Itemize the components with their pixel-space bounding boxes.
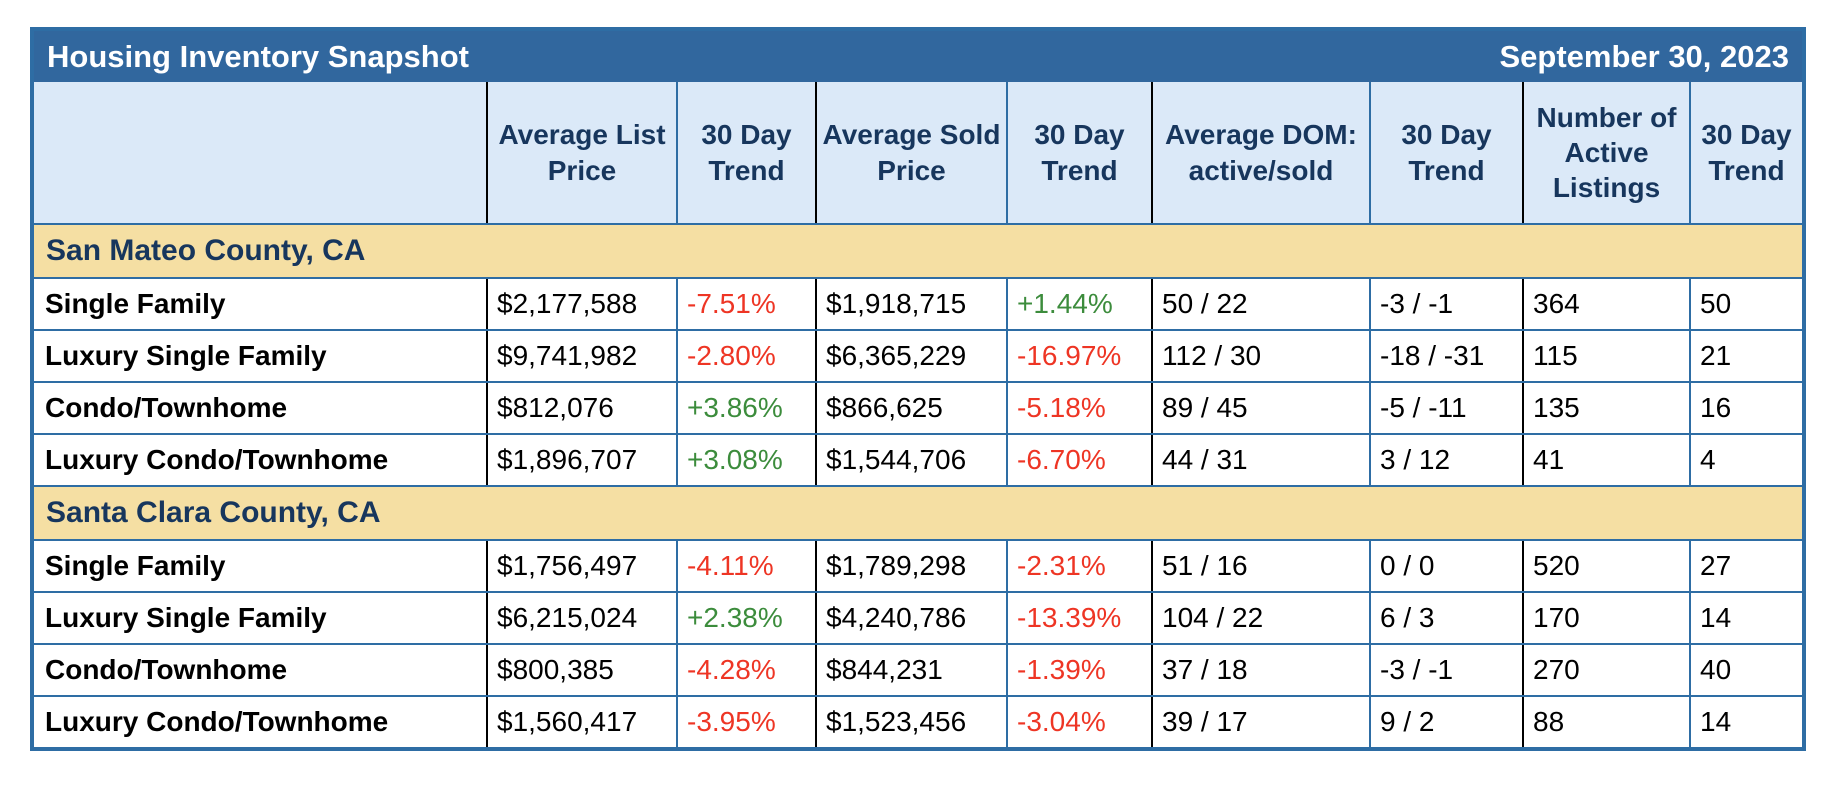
table-row: Condo/Townhome $812,076 +3.86% $866,625 … bbox=[34, 381, 1802, 433]
avg-dom-value: 104 / 22 bbox=[1151, 593, 1369, 643]
active-listings-value: 270 bbox=[1522, 645, 1689, 695]
active-listings-value: 170 bbox=[1522, 593, 1689, 643]
avg-sold-price-value: $4,240,786 bbox=[815, 593, 1006, 643]
active-listings-value: 364 bbox=[1522, 279, 1689, 329]
active-trend-value: 40 bbox=[1689, 645, 1802, 695]
sold-trend-value: +1.44% bbox=[1006, 279, 1151, 329]
header-sold-30day-trend: 30 Day Trend bbox=[1006, 82, 1151, 223]
avg-sold-price-value: $866,625 bbox=[815, 383, 1006, 433]
table-row: Luxury Condo/Townhome $1,560,417 -3.95% … bbox=[34, 695, 1802, 747]
table-row: Single Family $2,177,588 -7.51% $1,918,7… bbox=[34, 279, 1802, 329]
sold-trend-value: -13.39% bbox=[1006, 593, 1151, 643]
avg-sold-price-value: $1,523,456 bbox=[815, 697, 1006, 747]
row-label: Luxury Condo/Townhome bbox=[45, 706, 389, 737]
sold-trend-value: -1.39% bbox=[1006, 645, 1151, 695]
row-label: Single Family bbox=[45, 288, 226, 319]
active-trend-value: 27 bbox=[1689, 541, 1802, 591]
dom-trend-value: -18 / -31 bbox=[1369, 331, 1522, 381]
list-trend-value: +3.08% bbox=[676, 435, 815, 485]
active-trend-value: 4 bbox=[1689, 435, 1802, 485]
page-title: Housing Inventory Snapshot bbox=[47, 38, 469, 74]
header-dom-30day-trend: 30 Day Trend bbox=[1369, 82, 1522, 223]
avg-dom-value: 112 / 30 bbox=[1151, 331, 1369, 381]
header-active-listings: Number of Active Listings bbox=[1522, 82, 1689, 223]
row-label: Luxury Single Family bbox=[45, 602, 327, 633]
dom-trend-value: 9 / 2 bbox=[1369, 697, 1522, 747]
dom-trend-value: 6 / 3 bbox=[1369, 593, 1522, 643]
header-list-30day-trend: 30 Day Trend bbox=[676, 82, 815, 223]
dom-trend-value: 0 / 0 bbox=[1369, 541, 1522, 591]
row-label: Luxury Condo/Townhome bbox=[45, 444, 389, 475]
header-blank-cell bbox=[34, 82, 486, 223]
avg-sold-price-value: $1,544,706 bbox=[815, 435, 1006, 485]
dom-trend-value: -3 / -1 bbox=[1369, 645, 1522, 695]
table-row: Single Family $1,756,497 -4.11% $1,789,2… bbox=[34, 541, 1802, 591]
avg-dom-value: 44 / 31 bbox=[1151, 435, 1369, 485]
active-trend-value: 21 bbox=[1689, 331, 1802, 381]
avg-list-price-value: $9,741,982 bbox=[486, 331, 676, 381]
avg-sold-price-value: $844,231 bbox=[815, 645, 1006, 695]
list-trend-value: -2.80% bbox=[676, 331, 815, 381]
row-label: Condo/Townhome bbox=[45, 654, 288, 685]
avg-dom-value: 89 / 45 bbox=[1151, 383, 1369, 433]
active-trend-value: 50 bbox=[1689, 279, 1802, 329]
row-label: Single Family bbox=[45, 550, 226, 581]
avg-list-price-value: $2,177,588 bbox=[486, 279, 676, 329]
report-date: September 30, 2023 bbox=[1499, 38, 1789, 74]
header-active-30day-trend: 30 Day Trend bbox=[1689, 82, 1802, 223]
avg-list-price-value: $812,076 bbox=[486, 383, 676, 433]
active-trend-value: 16 bbox=[1689, 383, 1802, 433]
avg-list-price-value: $1,756,497 bbox=[486, 541, 676, 591]
active-listings-value: 115 bbox=[1522, 331, 1689, 381]
header-average-dom: Average DOM: active/sold bbox=[1151, 82, 1369, 223]
avg-list-price-value: $800,385 bbox=[486, 645, 676, 695]
active-listings-value: 135 bbox=[1522, 383, 1689, 433]
dom-trend-value: -5 / -11 bbox=[1369, 383, 1522, 433]
list-trend-value: +3.86% bbox=[676, 383, 815, 433]
avg-dom-value: 51 / 16 bbox=[1151, 541, 1369, 591]
column-header-row: Average List Price 30 Day Trend Average … bbox=[34, 82, 1802, 223]
avg-dom-value: 39 / 17 bbox=[1151, 697, 1369, 747]
active-listings-value: 41 bbox=[1522, 435, 1689, 485]
avg-sold-price-value: $1,789,298 bbox=[815, 541, 1006, 591]
sold-trend-value: -5.18% bbox=[1006, 383, 1151, 433]
avg-list-price-value: $1,896,707 bbox=[486, 435, 676, 485]
avg-list-price-value: $6,215,024 bbox=[486, 593, 676, 643]
section-header-santa-clara: Santa Clara County, CA bbox=[34, 485, 1802, 541]
table-row: Condo/Townhome $800,385 -4.28% $844,231 … bbox=[34, 643, 1802, 695]
avg-sold-price-value: $1,918,715 bbox=[815, 279, 1006, 329]
row-label: Condo/Townhome bbox=[45, 392, 288, 423]
dom-trend-value: 3 / 12 bbox=[1369, 435, 1522, 485]
list-trend-value: -4.11% bbox=[676, 541, 815, 591]
dom-trend-value: -3 / -1 bbox=[1369, 279, 1522, 329]
active-trend-value: 14 bbox=[1689, 593, 1802, 643]
avg-dom-value: 50 / 22 bbox=[1151, 279, 1369, 329]
active-listings-value: 520 bbox=[1522, 541, 1689, 591]
active-trend-value: 14 bbox=[1689, 697, 1802, 747]
section-header-san-mateo: San Mateo County, CA bbox=[34, 223, 1802, 279]
header-average-sold-price: Average Sold Price bbox=[815, 82, 1006, 223]
sold-trend-value: -16.97% bbox=[1006, 331, 1151, 381]
title-bar: Housing Inventory Snapshot September 30,… bbox=[34, 31, 1802, 82]
sold-trend-value: -3.04% bbox=[1006, 697, 1151, 747]
sold-trend-value: -6.70% bbox=[1006, 435, 1151, 485]
table-row: Luxury Single Family $9,741,982 -2.80% $… bbox=[34, 329, 1802, 381]
table-row: Luxury Condo/Townhome $1,896,707 +3.08% … bbox=[34, 433, 1802, 485]
avg-sold-price-value: $6,365,229 bbox=[815, 331, 1006, 381]
list-trend-value: +2.38% bbox=[676, 593, 815, 643]
avg-list-price-value: $1,560,417 bbox=[486, 697, 676, 747]
list-trend-value: -4.28% bbox=[676, 645, 815, 695]
avg-dom-value: 37 / 18 bbox=[1151, 645, 1369, 695]
table-row: Luxury Single Family $6,215,024 +2.38% $… bbox=[34, 591, 1802, 643]
housing-inventory-table: Housing Inventory Snapshot September 30,… bbox=[30, 27, 1806, 751]
list-trend-value: -3.95% bbox=[676, 697, 815, 747]
list-trend-value: -7.51% bbox=[676, 279, 815, 329]
active-listings-value: 88 bbox=[1522, 697, 1689, 747]
sold-trend-value: -2.31% bbox=[1006, 541, 1151, 591]
header-average-list-price: Average List Price bbox=[486, 82, 676, 223]
row-label: Luxury Single Family bbox=[45, 340, 327, 371]
